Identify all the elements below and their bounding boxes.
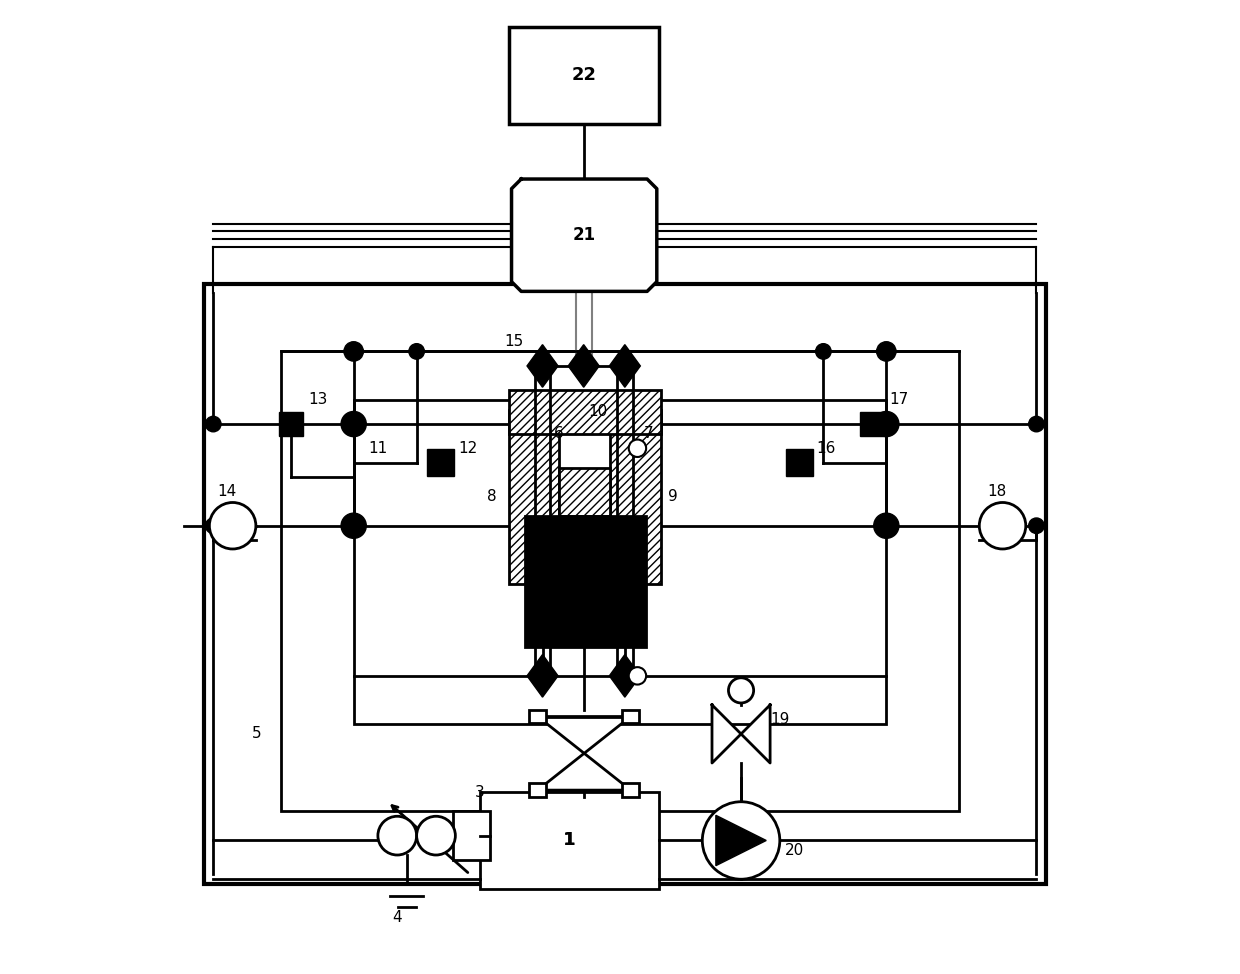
Text: 16: 16 bbox=[817, 441, 836, 456]
Polygon shape bbox=[538, 753, 631, 790]
Circle shape bbox=[210, 503, 255, 549]
Circle shape bbox=[341, 513, 366, 539]
Circle shape bbox=[417, 816, 455, 855]
Circle shape bbox=[378, 816, 417, 855]
Bar bbox=[508, 409, 559, 583]
Bar bbox=[480, 792, 658, 889]
Circle shape bbox=[702, 802, 780, 880]
Bar bbox=[786, 449, 812, 476]
Polygon shape bbox=[512, 179, 657, 291]
Text: 8: 8 bbox=[487, 489, 497, 505]
Bar bbox=[428, 449, 454, 476]
Text: 9: 9 bbox=[668, 489, 678, 505]
Circle shape bbox=[341, 411, 366, 436]
Bar bbox=[454, 811, 490, 860]
Circle shape bbox=[874, 513, 899, 539]
Polygon shape bbox=[609, 655, 640, 697]
Text: 1: 1 bbox=[563, 832, 575, 849]
Circle shape bbox=[1029, 416, 1044, 431]
Text: 18: 18 bbox=[987, 484, 1007, 500]
Text: 10: 10 bbox=[589, 404, 608, 420]
Circle shape bbox=[629, 667, 646, 685]
Circle shape bbox=[1029, 518, 1044, 534]
Polygon shape bbox=[742, 705, 770, 763]
Bar bbox=[525, 516, 646, 647]
Bar bbox=[610, 409, 661, 583]
Bar bbox=[353, 400, 887, 725]
Circle shape bbox=[409, 344, 424, 359]
Circle shape bbox=[877, 342, 897, 361]
Text: 17: 17 bbox=[889, 393, 909, 407]
Circle shape bbox=[728, 678, 754, 703]
Bar bbox=[279, 412, 303, 436]
Circle shape bbox=[343, 342, 363, 361]
Text: 21: 21 bbox=[573, 226, 595, 244]
Circle shape bbox=[206, 518, 221, 534]
Polygon shape bbox=[568, 345, 599, 388]
Bar bbox=[203, 283, 1047, 884]
Circle shape bbox=[629, 439, 646, 457]
Polygon shape bbox=[712, 705, 742, 763]
Bar bbox=[529, 783, 547, 797]
Polygon shape bbox=[609, 345, 640, 388]
Bar bbox=[508, 391, 661, 433]
Text: 13: 13 bbox=[309, 393, 327, 407]
Text: 3: 3 bbox=[475, 785, 485, 800]
Polygon shape bbox=[715, 815, 766, 866]
Text: 19: 19 bbox=[770, 712, 790, 727]
Bar bbox=[508, 27, 658, 124]
Text: 14: 14 bbox=[217, 484, 237, 500]
Bar bbox=[529, 710, 547, 724]
Text: 4: 4 bbox=[392, 911, 402, 925]
Polygon shape bbox=[527, 655, 558, 697]
Text: 22: 22 bbox=[572, 66, 596, 85]
Text: 5: 5 bbox=[252, 727, 262, 741]
Bar bbox=[622, 783, 640, 797]
Polygon shape bbox=[538, 717, 631, 753]
Text: 12: 12 bbox=[459, 441, 477, 456]
Bar bbox=[622, 710, 640, 724]
Bar bbox=[559, 468, 610, 516]
Text: 6: 6 bbox=[554, 427, 564, 441]
Circle shape bbox=[816, 344, 831, 359]
Circle shape bbox=[980, 503, 1025, 549]
Text: 20: 20 bbox=[785, 843, 804, 858]
Circle shape bbox=[874, 411, 899, 436]
Bar bbox=[859, 412, 884, 436]
Text: 11: 11 bbox=[368, 441, 387, 456]
Bar bbox=[281, 352, 959, 811]
Text: 1: 1 bbox=[563, 832, 575, 849]
Text: 7: 7 bbox=[645, 427, 653, 441]
Polygon shape bbox=[527, 345, 558, 388]
Text: 15: 15 bbox=[503, 334, 523, 350]
Circle shape bbox=[206, 416, 221, 431]
